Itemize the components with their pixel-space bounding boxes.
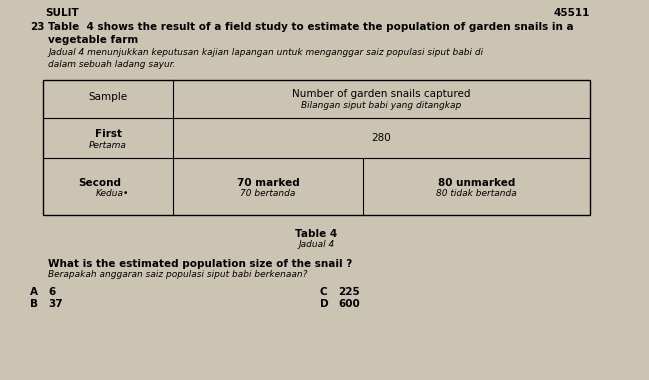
Text: 37: 37 <box>48 299 62 309</box>
Text: Number of garden snails captured: Number of garden snails captured <box>292 89 471 99</box>
Text: Kedua: Kedua <box>96 189 124 198</box>
Text: C: C <box>320 287 328 297</box>
Text: •: • <box>123 189 129 198</box>
Text: A: A <box>30 287 38 297</box>
Text: Pertama: Pertama <box>89 141 127 149</box>
Bar <box>43 80 590 215</box>
Text: Jadual 4: Jadual 4 <box>299 240 335 249</box>
Text: What is the estimated population size of the snail ?: What is the estimated population size of… <box>48 259 352 269</box>
Text: Table  4 shows the result of a field study to estimate the population of garden : Table 4 shows the result of a field stud… <box>48 22 574 45</box>
Text: 280: 280 <box>372 133 391 143</box>
Text: 23: 23 <box>30 22 45 32</box>
Text: 70 marked: 70 marked <box>237 177 299 187</box>
Text: 225: 225 <box>338 287 360 297</box>
Text: B: B <box>30 299 38 309</box>
Text: First: First <box>95 129 121 139</box>
Text: Berapakah anggaran saiz populasi siput babi berkenaan?: Berapakah anggaran saiz populasi siput b… <box>48 270 308 279</box>
Text: D: D <box>320 299 328 309</box>
Text: 45511: 45511 <box>554 8 590 18</box>
Text: Bilangan siput babi yang ditangkap: Bilangan siput babi yang ditangkap <box>301 101 461 111</box>
Text: Sample: Sample <box>88 92 128 102</box>
Text: 6: 6 <box>48 287 55 297</box>
Text: Table 4: Table 4 <box>295 229 337 239</box>
Text: 600: 600 <box>338 299 360 309</box>
Text: 80 unmarked: 80 unmarked <box>438 177 515 187</box>
Text: Jadual 4 menunjukkan keputusan kajian lapangan untuk menganggar saiz populasi si: Jadual 4 menunjukkan keputusan kajian la… <box>48 48 483 69</box>
Text: SULIT: SULIT <box>45 8 79 18</box>
Text: Second: Second <box>79 177 121 187</box>
Text: 80 tidak bertanda: 80 tidak bertanda <box>436 189 517 198</box>
Text: 70 bertanda: 70 bertanda <box>240 189 296 198</box>
